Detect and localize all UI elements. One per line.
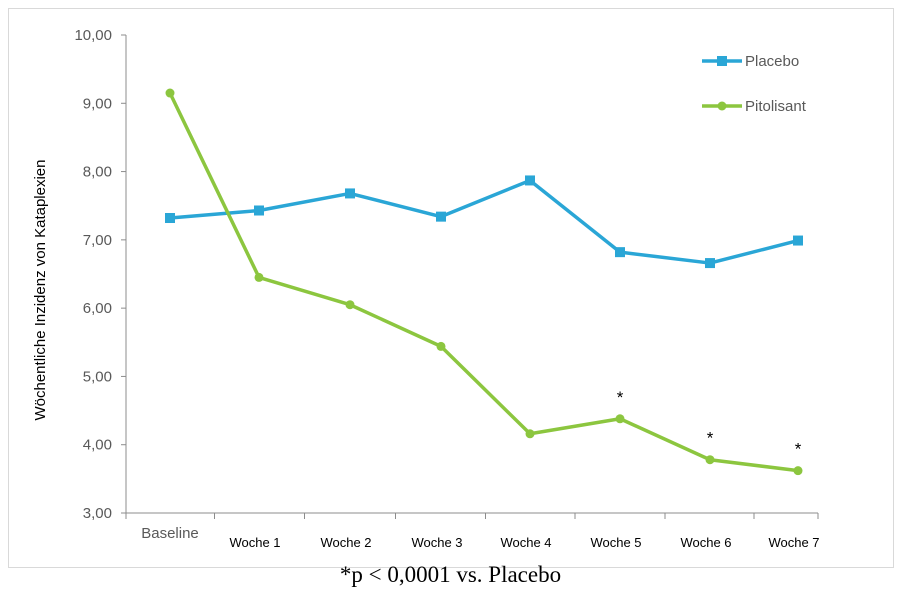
data-point-pitolisant [436, 341, 446, 351]
y-tick-label: 6,00 [83, 300, 112, 317]
x-tick-label: Woche 1 [229, 535, 280, 550]
legend-marker-placebo [717, 56, 727, 66]
data-point-pitolisant [165, 88, 175, 98]
y-tick-label: 7,00 [83, 232, 112, 249]
y-tick-label: 10,00 [74, 27, 112, 44]
y-tick-label: 5,00 [83, 368, 112, 385]
x-tick-label: Woche 7 [768, 535, 819, 550]
axes [121, 34, 819, 519]
data-point-pitolisant [615, 414, 625, 424]
significance-star: * [795, 440, 802, 459]
data-point-placebo [254, 205, 264, 216]
x-tick-label: Woche 6 [680, 535, 731, 550]
y-axis-label: Wöchentliche Inzidenz von Kataplexien [32, 160, 49, 421]
data-point-placebo [793, 235, 803, 246]
x-tick-label: Woche 3 [411, 535, 462, 550]
x-tick-label: Woche 4 [500, 535, 551, 550]
data-point-placebo [525, 175, 535, 186]
data-point-placebo [345, 188, 355, 199]
y-tick-labels: 3,00 4,00 5,00 6,00 7,00 8,00 9,00 10,00 [74, 27, 112, 522]
series-line-pitolisant [168, 92, 799, 473]
x-tick-label: Baseline [141, 525, 199, 542]
data-point-placebo [436, 211, 446, 222]
chart-frame [8, 8, 894, 568]
series-lines [165, 88, 803, 476]
y-tick-label: 3,00 [83, 505, 112, 522]
data-point-placebo [705, 258, 715, 269]
line-chart: Wöchentliche Inzidenz von Kataplexien 3,… [32, 27, 820, 550]
data-point-placebo [615, 247, 625, 258]
y-tick-label: 4,00 [83, 437, 112, 454]
data-point-pitolisant [705, 455, 715, 465]
data-point-pitolisant [525, 429, 535, 439]
x-tick-label: Woche 5 [590, 535, 641, 550]
data-point-pitolisant [345, 300, 355, 310]
data-point-pitolisant [254, 272, 264, 282]
significance-star: * [707, 429, 714, 448]
legend-label-placebo: Placebo [745, 53, 799, 70]
x-tick-label: Woche 2 [320, 535, 371, 550]
data-point-pitolisant [793, 466, 803, 476]
data-point-placebo [165, 213, 175, 224]
significance-marks: * * * [617, 388, 802, 459]
footnote: *p < 0,0001 vs. Placebo [339, 562, 562, 587]
y-tick-label: 9,00 [83, 95, 112, 112]
series-line-placebo [169, 178, 799, 265]
y-tick-label: 8,00 [83, 164, 112, 181]
x-tick-labels: Baseline Woche 1 Woche 2 Woche 3 Woche 4 Woch… [141, 525, 819, 550]
legend-label-pitolisant: Pitolisant [745, 98, 807, 115]
legend-marker-pitolisant [717, 101, 727, 111]
legend: Placebo Pitolisant [702, 53, 807, 115]
significance-star: * [617, 388, 624, 407]
